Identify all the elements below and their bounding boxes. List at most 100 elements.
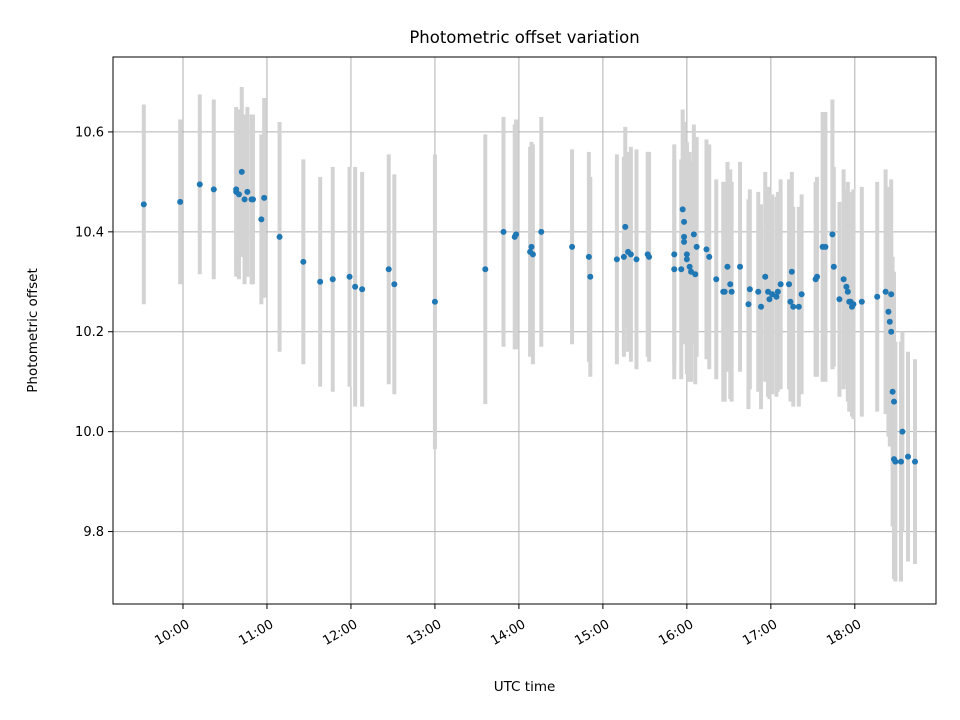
data-point — [585, 253, 592, 260]
data-point — [529, 251, 536, 258]
data-point — [703, 246, 710, 253]
plot-frame — [112, 56, 937, 605]
data-point — [300, 258, 307, 265]
data-point — [773, 293, 780, 300]
data-point — [737, 263, 744, 270]
data-point — [885, 308, 892, 315]
data-point — [755, 288, 762, 295]
data-point — [745, 301, 752, 308]
y-tick-label: 10.0 — [75, 425, 104, 440]
data-point — [830, 263, 837, 270]
data-point — [746, 286, 753, 293]
data-point — [692, 271, 699, 278]
y-axis-label: Photometric offset — [25, 268, 41, 392]
data-point — [891, 398, 898, 405]
data-point — [431, 298, 438, 305]
data-point — [690, 231, 697, 238]
data-point — [898, 458, 905, 465]
data-point — [681, 233, 688, 240]
data-point — [892, 458, 899, 465]
data-point — [844, 288, 851, 295]
data-point — [261, 194, 268, 201]
data-point — [683, 256, 690, 263]
data-point — [899, 428, 906, 435]
data-point — [840, 276, 847, 283]
data-point — [538, 228, 545, 235]
data-point — [681, 238, 688, 245]
data-point — [727, 281, 734, 288]
data-point — [210, 186, 217, 193]
data-point — [886, 318, 893, 325]
data-point — [385, 266, 392, 273]
data-point — [706, 253, 713, 260]
y-tick-label: 10.6 — [75, 125, 104, 140]
data-point — [790, 303, 797, 310]
data-point — [177, 198, 184, 205]
data-point — [724, 263, 731, 270]
data-point — [238, 168, 245, 175]
data-point — [888, 328, 895, 335]
data-point — [482, 266, 489, 273]
y-tick-label: 10.4 — [75, 225, 104, 240]
data-point — [795, 303, 802, 310]
data-point — [788, 268, 795, 275]
data-point — [352, 283, 359, 290]
data-point — [276, 233, 283, 240]
data-point — [836, 296, 843, 303]
data-point — [359, 286, 366, 293]
data-point — [693, 243, 700, 250]
grid-lines — [113, 57, 936, 604]
data-point — [843, 283, 850, 290]
data-point — [713, 276, 720, 283]
data-point — [317, 278, 324, 285]
data-points — [140, 168, 919, 465]
data-point — [681, 218, 688, 225]
data-point — [622, 223, 629, 230]
x-axis-label: UTC time — [494, 679, 556, 695]
data-point — [822, 243, 829, 250]
data-point — [888, 291, 895, 298]
data-point — [244, 188, 251, 195]
data-point — [686, 263, 693, 270]
y-tick-label: 10.2 — [75, 325, 104, 340]
data-point — [569, 243, 576, 250]
data-point — [678, 266, 685, 273]
data-point — [766, 296, 773, 303]
data-point — [786, 281, 793, 288]
data-point — [346, 273, 353, 280]
data-point — [513, 231, 520, 238]
data-point — [671, 251, 678, 258]
data-point — [874, 293, 881, 300]
data-point — [858, 298, 865, 305]
data-point — [728, 288, 735, 295]
data-point — [241, 196, 248, 203]
data-point — [671, 266, 678, 273]
data-point — [633, 256, 640, 263]
data-point — [787, 298, 794, 305]
data-point — [721, 288, 728, 295]
data-point — [850, 301, 857, 308]
data-point — [912, 458, 919, 465]
data-point — [500, 228, 507, 235]
data-point — [829, 231, 836, 238]
data-point — [774, 288, 781, 295]
data-point — [613, 256, 620, 263]
y-tick-label: 9.8 — [83, 525, 104, 540]
data-point — [196, 181, 203, 188]
data-point — [258, 216, 265, 223]
data-point — [528, 243, 535, 250]
data-point — [235, 191, 242, 198]
data-point — [620, 253, 627, 260]
data-point — [646, 253, 653, 260]
data-point — [758, 303, 765, 310]
data-point — [798, 291, 805, 298]
data-point — [683, 251, 690, 258]
data-point — [627, 251, 634, 258]
data-point — [249, 196, 256, 203]
data-point — [233, 186, 240, 193]
chart-title: Photometric offset variation — [409, 28, 639, 47]
data-point — [814, 273, 821, 280]
data-point — [587, 273, 594, 280]
data-point — [391, 281, 398, 288]
